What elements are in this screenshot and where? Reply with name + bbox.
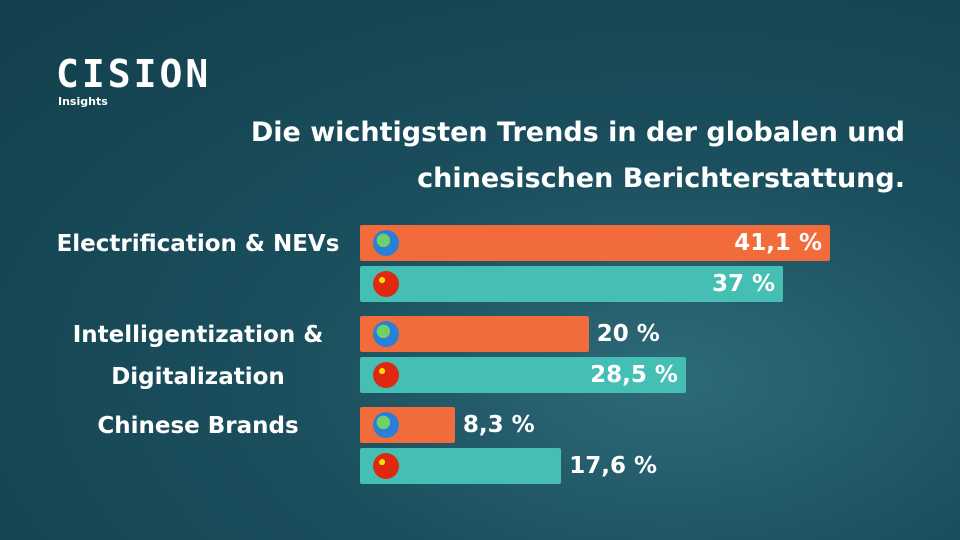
flag-icon <box>373 271 399 297</box>
value-label: 28,5 % <box>590 362 678 388</box>
bar <box>360 225 830 261</box>
flag-icon <box>373 453 399 479</box>
value-label: 8,3 % <box>462 412 535 438</box>
value-label: 17,6 % <box>569 453 658 479</box>
category-label: Chinese Brands <box>97 413 299 439</box>
bar <box>360 266 784 302</box>
category-label: Electrification & NEVs <box>56 231 340 257</box>
logo-subtitle: Insights <box>58 95 108 108</box>
category-label: Intelligentization & Digitalization <box>72 322 324 390</box>
value-label: 20 % <box>596 321 660 347</box>
flag-icon <box>373 412 399 438</box>
value-label: 37 % <box>712 271 776 297</box>
logo: CISION <box>56 52 212 96</box>
flag-icon <box>373 362 399 388</box>
chart-title: Die wichtigsten Trends in der globalen u… <box>250 117 905 194</box>
flag-icon <box>373 321 399 347</box>
value-label: 41,1 % <box>734 230 822 256</box>
flag-icon <box>373 230 399 256</box>
bar <box>360 357 686 393</box>
